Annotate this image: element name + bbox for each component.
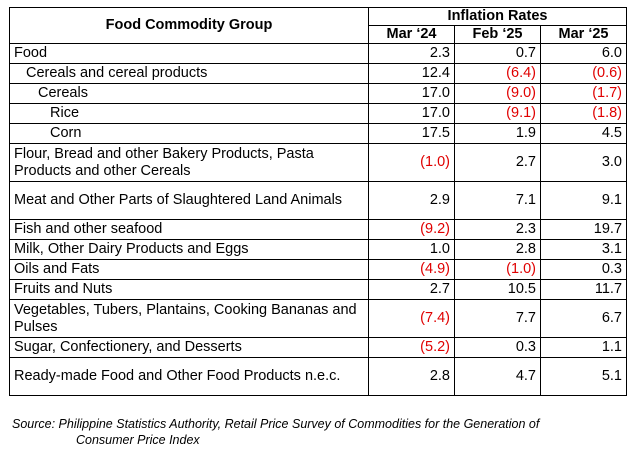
table-row: Vegetables, Tubers, Plantains, Cooking B… — [9, 299, 628, 338]
rate-cell: 12.4 — [368, 63, 455, 84]
rate-cell: 2.7 — [368, 279, 455, 300]
table-row: Sugar, Confectionery, and Desserts (5.2) 0… — [9, 337, 628, 358]
rate-cell: 17.0 — [368, 103, 455, 124]
rate-cell: 1.9 — [454, 123, 541, 144]
source-note: Source: Philippine Statistics Authority,… — [12, 416, 622, 448]
rate-cell: 0.7 — [454, 43, 541, 64]
rate-cell: (1.7) — [539, 83, 628, 104]
table-row: Rice 17.0 (9.1) (1.8) — [9, 103, 628, 124]
rate-cell: 6.7 — [539, 299, 628, 338]
rate-cell: 9.1 — [539, 181, 628, 220]
rate-cell: 2.3 — [454, 219, 541, 240]
header-period: Mar ‘25 — [539, 25, 628, 44]
table-row: Fish and other seafood (9.2) 2.3 19.7 — [9, 219, 628, 240]
table-row: Oils and Fats (4.9) (1.0) 0.3 — [9, 259, 628, 280]
commodity-label: Fruits and Nuts — [9, 279, 369, 300]
rate-cell: 0.3 — [454, 337, 541, 358]
rate-cell: (1.8) — [539, 103, 628, 124]
rate-cell: 2.9 — [368, 181, 455, 220]
commodity-label: Flour, Bread and other Bakery Products, … — [9, 143, 369, 182]
rate-cell: 5.1 — [539, 357, 628, 396]
commodity-label: Food — [9, 43, 369, 64]
rate-cell: (7.4) — [368, 299, 455, 338]
rate-cell: 4.5 — [539, 123, 628, 144]
rate-cell: 10.5 — [454, 279, 541, 300]
rate-cell: (9.2) — [368, 219, 455, 240]
table-row: Fruits and Nuts 2.7 10.5 11.7 — [9, 279, 628, 300]
table-row: Food 2.3 0.7 6.0 — [9, 43, 628, 64]
rate-cell: (0.6) — [539, 63, 628, 84]
rate-cell: 1.0 — [368, 239, 455, 260]
header-food-commodity-group: Food Commodity Group — [9, 7, 369, 44]
table-row: Milk, Other Dairy Products and Eggs 1.0 2.… — [9, 239, 628, 260]
rate-cell: 2.8 — [454, 239, 541, 260]
rate-cell: (5.2) — [368, 337, 455, 358]
commodity-label: Corn — [9, 123, 369, 144]
commodity-label: Meat and Other Parts of Slaughtered Land… — [9, 181, 369, 220]
rate-cell: 2.3 — [368, 43, 455, 64]
rate-cell: 0.3 — [539, 259, 628, 280]
rate-cell: 6.0 — [539, 43, 628, 64]
rate-cell: 2.7 — [454, 143, 541, 182]
header-period: Feb ‘25 — [454, 25, 541, 44]
rate-cell: 3.0 — [539, 143, 628, 182]
rate-cell: 2.8 — [368, 357, 455, 396]
inflation-table: Food Commodity Group Inflation Rates Mar… — [9, 7, 628, 396]
table-row: Meat and Other Parts of Slaughtered Land… — [9, 181, 628, 220]
commodity-label: Oils and Fats — [9, 259, 369, 280]
commodity-label: Cereals — [9, 83, 369, 104]
rate-cell: (9.0) — [454, 83, 541, 104]
table-row: Ready-made Food and Other Food Products … — [9, 357, 628, 396]
table-row: Corn 17.5 1.9 4.5 — [9, 123, 628, 144]
commodity-label: Milk, Other Dairy Products and Eggs — [9, 239, 369, 260]
table-row: Cereals and cereal products 12.4 (6.4) (0.6… — [9, 63, 628, 84]
header-period: Mar ‘24 — [368, 25, 455, 44]
rate-cell: 7.7 — [454, 299, 541, 338]
rate-cell: 4.7 — [454, 357, 541, 396]
commodity-label: Cereals and cereal products — [9, 63, 369, 84]
rate-cell: (6.4) — [454, 63, 541, 84]
rate-cell: (1.0) — [368, 143, 455, 182]
rate-cell: (4.9) — [368, 259, 455, 280]
header-inflation-rates: Inflation Rates — [367, 7, 628, 26]
source-line-1: Source: Philippine Statistics Authority,… — [12, 417, 540, 431]
commodity-label: Vegetables, Tubers, Plantains, Cooking B… — [9, 299, 369, 338]
rate-cell: 19.7 — [539, 219, 628, 240]
rate-cell: (1.0) — [454, 259, 541, 280]
source-line-2: Consumer Price Index — [76, 433, 200, 447]
rate-cell: 3.1 — [539, 239, 628, 260]
table-body: Food 2.3 0.7 6.0 Cereals and cereal products… — [9, 43, 628, 396]
commodity-label: Sugar, Confectionery, and Desserts — [9, 337, 369, 358]
table-row: Cereals 17.0 (9.0) (1.7) — [9, 83, 628, 104]
rate-cell: 17.5 — [368, 123, 455, 144]
commodity-label: Rice — [9, 103, 369, 124]
rate-cell: 17.0 — [368, 83, 455, 104]
commodity-label: Fish and other seafood — [9, 219, 369, 240]
rate-cell: 11.7 — [539, 279, 628, 300]
rate-cell: 7.1 — [454, 181, 541, 220]
rate-cell: (9.1) — [454, 103, 541, 124]
commodity-label: Ready-made Food and Other Food Products … — [9, 357, 369, 396]
table-row: Flour, Bread and other Bakery Products, … — [9, 143, 628, 182]
rate-cell: 1.1 — [539, 337, 628, 358]
